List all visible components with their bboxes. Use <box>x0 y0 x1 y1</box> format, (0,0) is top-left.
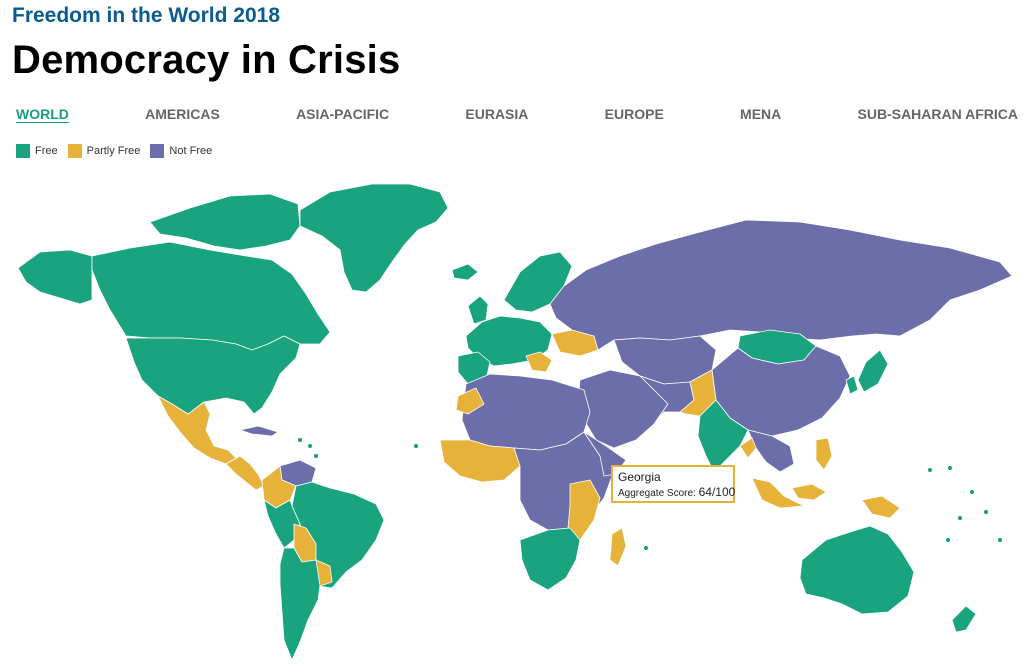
region-greenland[interactable] <box>299 183 449 293</box>
header: Freedom in the World 2018 Democracy in C… <box>12 0 400 84</box>
region-caribbean-1[interactable] <box>307 443 313 449</box>
region-indonesia-east[interactable] <box>791 483 827 501</box>
region-pacific-4[interactable] <box>983 509 989 515</box>
region-pacific-3[interactable] <box>969 489 975 495</box>
region-southern-africa[interactable] <box>519 527 581 591</box>
region-caribbean-2[interactable] <box>313 453 319 459</box>
region-pacific-2[interactable] <box>947 465 953 471</box>
legend-item-partly-free[interactable]: Partly Free <box>67 144 141 158</box>
tooltip-score-line: Aggregate Score: 64/100 <box>618 486 735 500</box>
legend-swatch-not-free <box>150 144 165 158</box>
tooltip-country-name: Georgia <box>618 470 661 484</box>
world-map: Georgia Aggregate Score: 64/100 <box>0 168 1024 666</box>
tooltip-score-label: Aggregate Score: <box>618 488 696 499</box>
region-atlantic-1[interactable] <box>413 443 419 449</box>
region-west-africa[interactable] <box>439 439 521 483</box>
region-argentina-chile[interactable] <box>279 547 321 661</box>
tooltip-score-value: 64/100 <box>698 485 736 499</box>
tab-americas[interactable]: AMERICAS <box>145 106 220 122</box>
legend-label-partly-free: Partly Free <box>86 145 141 157</box>
region-pacific-7[interactable] <box>945 537 951 543</box>
region-australia[interactable] <box>799 525 915 615</box>
tab-sub-saharan-africa[interactable]: SUB-SAHARAN AFRICA <box>857 106 1018 122</box>
region-southeast-asia[interactable] <box>747 429 795 473</box>
legend-item-free[interactable]: Free <box>16 144 58 158</box>
region-new-zealand[interactable] <box>951 605 977 633</box>
region-canada-islands[interactable] <box>149 193 301 251</box>
tab-eurasia[interactable]: EURASIA <box>465 106 529 122</box>
tab-europe[interactable]: EUROPE <box>604 106 664 122</box>
region-alaska[interactable] <box>17 249 93 305</box>
page-title: Democracy in Crisis <box>12 38 401 82</box>
region-india[interactable] <box>697 399 749 473</box>
region-north-africa[interactable] <box>461 373 591 451</box>
legend-label-free: Free <box>35 145 58 157</box>
region-madagascar[interactable] <box>609 527 627 567</box>
region-pacific-6[interactable] <box>997 537 1003 543</box>
region-usa[interactable] <box>125 335 301 415</box>
legend-swatch-partly-free <box>67 144 82 158</box>
region-caribbean-3[interactable] <box>297 437 303 443</box>
legend-label-not-free: Not Free <box>169 145 213 157</box>
region-indonesia[interactable] <box>751 477 805 509</box>
region-central-america[interactable] <box>225 455 265 491</box>
region-uk[interactable] <box>467 295 489 325</box>
region-tabs: WORLD AMERICAS ASIA-PACIFIC EURASIA EURO… <box>16 106 1018 122</box>
report-subtitle: Freedom in the World 2018 <box>12 4 281 27</box>
region-russia[interactable] <box>549 219 1013 351</box>
region-pacific-1[interactable] <box>927 467 933 473</box>
legend-swatch-free <box>16 144 30 158</box>
region-bangladesh[interactable] <box>739 437 757 459</box>
world-map-svg <box>17 183 1013 661</box>
tab-world[interactable]: WORLD <box>16 106 69 122</box>
region-canada[interactable] <box>91 241 331 351</box>
region-cuba[interactable] <box>239 425 279 437</box>
legend-item-not-free[interactable]: Not Free <box>150 144 212 158</box>
region-pakistan[interactable] <box>679 369 717 417</box>
region-east-africa[interactable] <box>567 479 601 541</box>
region-morocco[interactable] <box>455 387 485 415</box>
region-pacific-5[interactable] <box>957 515 963 521</box>
region-japan[interactable] <box>857 349 889 393</box>
region-korea[interactable] <box>845 375 859 395</box>
map-legend: Free Partly Free Not Free <box>16 144 222 158</box>
country-tooltip: Georgia Aggregate Score: 64/100 <box>611 465 735 503</box>
region-iceland[interactable] <box>451 263 479 281</box>
tab-mena[interactable]: MENA <box>740 106 782 122</box>
region-mexico[interactable] <box>157 395 237 465</box>
region-balkans[interactable] <box>525 351 553 373</box>
region-indian-ocean-1[interactable] <box>643 545 649 551</box>
tab-asia-pacific[interactable]: ASIA-PACIFIC <box>296 106 390 122</box>
region-philippines[interactable] <box>815 437 833 471</box>
region-papua-new-guinea[interactable] <box>861 495 901 519</box>
